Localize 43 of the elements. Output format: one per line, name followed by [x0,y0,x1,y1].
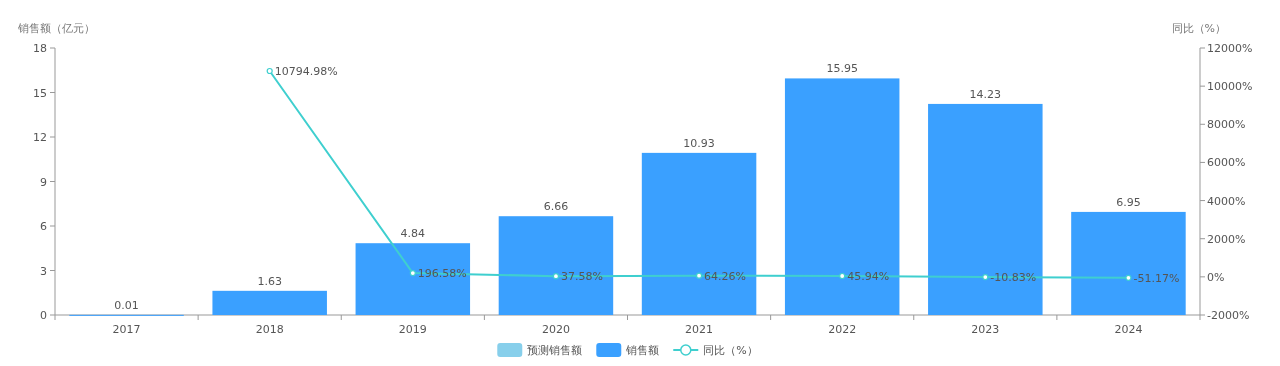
y-tick-label: 12 [33,131,47,144]
y2-tick-label: -2000% [1207,309,1250,322]
y-tick-label: 15 [33,86,47,100]
data-label: 64.26% [704,269,747,283]
data-label: -10.83% [990,271,1037,285]
legend-label: 销售额 [625,344,660,357]
data-label: 10.93 [683,136,715,150]
x-tick-label: 2018 [255,323,284,336]
y2-tick-label: 8000% [1207,118,1246,132]
data-label: 4.84 [400,227,426,241]
y-tick-label: 18 [33,42,47,55]
data-label: -51.17% [1133,271,1180,285]
y-tick-label: 6 [40,220,47,233]
data-label: 6.95 [1116,195,1141,209]
data-label: 45.94% [847,269,890,283]
data-label: 0.01 [114,298,139,312]
x-tick-label: 2023 [971,323,1000,336]
legend-label: 同比（%） [703,344,758,357]
y2-tick-label: 2000% [1207,232,1246,246]
y2-tick-label: 4000% [1207,194,1246,208]
data-label: 37.58% [560,270,603,284]
y-tick-label: 0 [40,309,47,322]
data-label: 15.95 [826,62,858,76]
y2-tick-label: 12000% [1207,42,1253,55]
x-tick-label: 2022 [828,323,857,336]
y2-tick-label: 6000% [1207,156,1246,170]
data-label: 14.23 [969,87,1002,101]
x-tick-label: 2019 [398,323,427,336]
y-axis-title: 销售额（亿元） [17,22,95,35]
data-label: 10794.98% [274,64,338,78]
data-label: 1.63 [257,274,282,288]
y2-tick-label: 0% [1207,270,1225,284]
x-tick-label: 2020 [541,323,570,336]
x-tick-label: 2021 [685,323,714,336]
x-tick-label: 2024 [1114,323,1143,336]
y2-tick-label: 10000% [1207,80,1253,94]
y-tick-label: 3 [40,264,47,278]
x-tick-label: 2017 [112,323,141,336]
y2-axis-title: 同比（%） [1171,22,1226,35]
data-label: 196.58% [417,267,467,281]
legend-label: 预测销售额 [527,344,583,357]
data-label: 6.66 [543,200,569,214]
y-tick-label: 9 [40,175,47,189]
